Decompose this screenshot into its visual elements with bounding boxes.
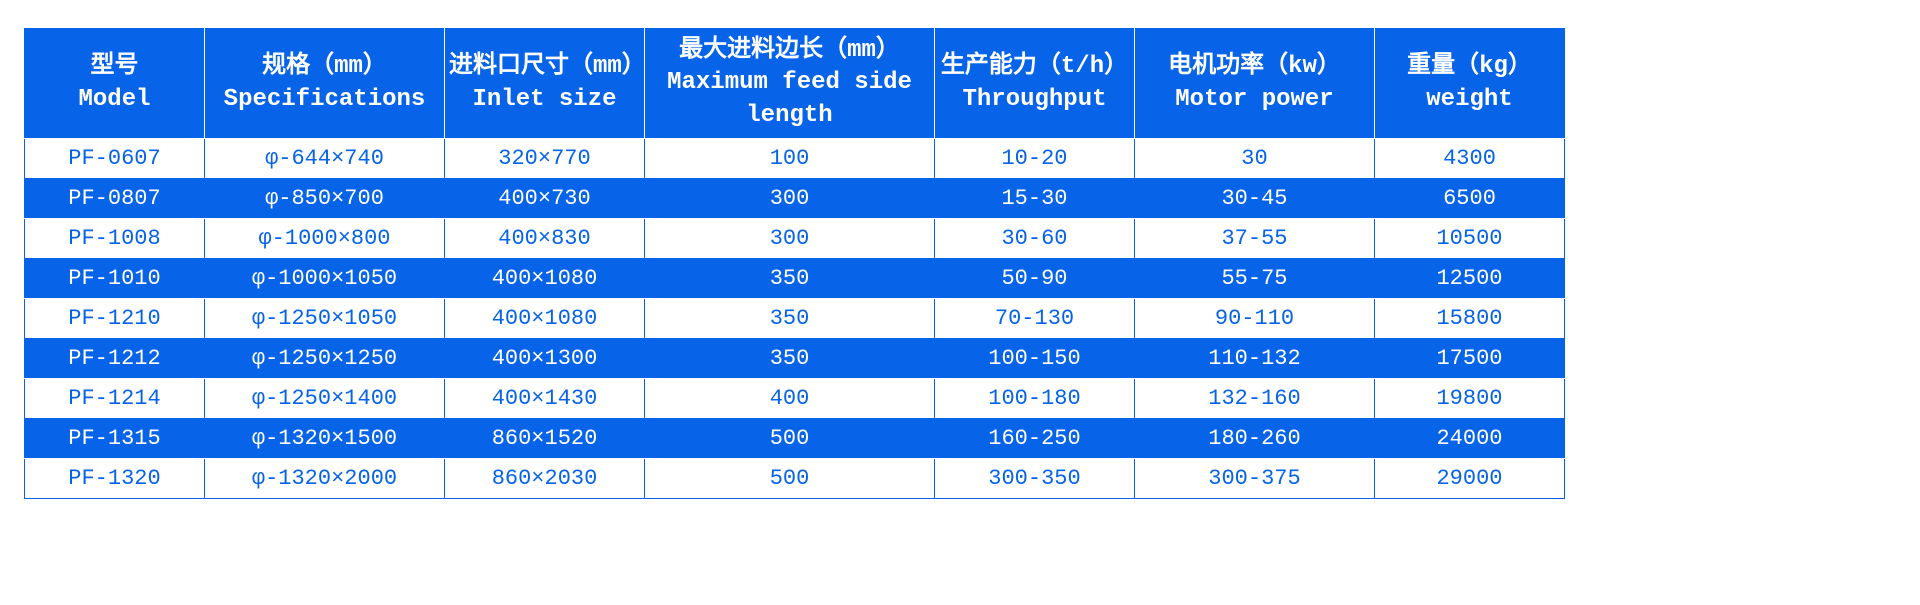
cell-spec: φ-1000×800 <box>205 219 445 259</box>
col-header-en: Throughput <box>939 84 1130 116</box>
cell-maxfeed: 350 <box>645 259 935 299</box>
cell-throughput: 10-20 <box>935 139 1135 179</box>
spec-table: 型号 Model 规格（mm） Specifications 进料口尺寸（mm）… <box>24 28 1565 499</box>
cell-maxfeed: 400 <box>645 379 935 419</box>
cell-weight: 4300 <box>1375 139 1565 179</box>
cell-weight: 6500 <box>1375 179 1565 219</box>
cell-maxfeed: 500 <box>645 419 935 459</box>
cell-weight: 15800 <box>1375 299 1565 339</box>
table-row: PF-1212 φ-1250×1250 400×1300 350 100-150… <box>25 339 1565 379</box>
cell-inlet: 860×2030 <box>445 459 645 499</box>
cell-weight: 19800 <box>1375 379 1565 419</box>
cell-spec: φ-1000×1050 <box>205 259 445 299</box>
cell-weight: 17500 <box>1375 339 1565 379</box>
cell-motor: 30 <box>1135 139 1375 179</box>
cell-model: PF-1010 <box>25 259 205 299</box>
cell-model: PF-1210 <box>25 299 205 339</box>
col-header-throughput: 生产能力（t/h） Throughput <box>935 29 1135 139</box>
cell-motor: 30-45 <box>1135 179 1375 219</box>
table-row: PF-0607 φ-644×740 320×770 100 10-20 30 4… <box>25 139 1565 179</box>
col-header-en: Motor power <box>1139 84 1370 116</box>
table-row: PF-0807 φ-850×700 400×730 300 15-30 30-4… <box>25 179 1565 219</box>
cell-weight: 24000 <box>1375 419 1565 459</box>
col-header-en: weight <box>1379 84 1560 116</box>
cell-spec: φ-1320×2000 <box>205 459 445 499</box>
col-header-cn: 生产能力（t/h） <box>939 51 1130 83</box>
col-header-en: Specifications <box>209 84 440 116</box>
cell-inlet: 320×770 <box>445 139 645 179</box>
cell-spec: φ-1250×1050 <box>205 299 445 339</box>
cell-throughput: 300-350 <box>935 459 1135 499</box>
cell-inlet: 400×1080 <box>445 259 645 299</box>
table-row: PF-1210 φ-1250×1050 400×1080 350 70-130 … <box>25 299 1565 339</box>
col-header-en: Inlet size <box>449 84 640 116</box>
cell-throughput: 160-250 <box>935 419 1135 459</box>
cell-inlet: 400×1080 <box>445 299 645 339</box>
col-header-cn: 最大进料边长（mm） <box>649 35 930 67</box>
cell-inlet: 400×1430 <box>445 379 645 419</box>
cell-maxfeed: 300 <box>645 179 935 219</box>
table-row: PF-1315 φ-1320×1500 860×1520 500 160-250… <box>25 419 1565 459</box>
cell-maxfeed: 350 <box>645 299 935 339</box>
cell-inlet: 860×1520 <box>445 419 645 459</box>
cell-model: PF-1008 <box>25 219 205 259</box>
cell-model: PF-1214 <box>25 379 205 419</box>
cell-throughput: 50-90 <box>935 259 1135 299</box>
cell-spec: φ-1320×1500 <box>205 419 445 459</box>
cell-throughput: 100-180 <box>935 379 1135 419</box>
cell-inlet: 400×830 <box>445 219 645 259</box>
cell-model: PF-0807 <box>25 179 205 219</box>
col-header-weight: 重量（kg） weight <box>1375 29 1565 139</box>
col-header-cn: 重量（kg） <box>1379 51 1560 83</box>
col-header-model: 型号 Model <box>25 29 205 139</box>
cell-maxfeed: 350 <box>645 339 935 379</box>
table-row: PF-1214 φ-1250×1400 400×1430 400 100-180… <box>25 379 1565 419</box>
cell-spec: φ-1250×1400 <box>205 379 445 419</box>
col-header-inlet: 进料口尺寸（mm） Inlet size <box>445 29 645 139</box>
cell-maxfeed: 500 <box>645 459 935 499</box>
col-header-maxfeed: 最大进料边长（mm） Maximum feed side length <box>645 29 935 139</box>
col-header-cn: 电机功率（kw） <box>1139 51 1370 83</box>
cell-motor: 132-160 <box>1135 379 1375 419</box>
cell-throughput: 70-130 <box>935 299 1135 339</box>
cell-spec: φ-1250×1250 <box>205 339 445 379</box>
table-row: PF-1320 φ-1320×2000 860×2030 500 300-350… <box>25 459 1565 499</box>
col-header-spec: 规格（mm） Specifications <box>205 29 445 139</box>
cell-inlet: 400×1300 <box>445 339 645 379</box>
cell-inlet: 400×730 <box>445 179 645 219</box>
col-header-cn: 型号 <box>29 51 200 83</box>
col-header-en: Maximum feed side length <box>649 67 930 132</box>
cell-maxfeed: 300 <box>645 219 935 259</box>
cell-maxfeed: 100 <box>645 139 935 179</box>
cell-motor: 37-55 <box>1135 219 1375 259</box>
cell-model: PF-1315 <box>25 419 205 459</box>
col-header-motor: 电机功率（kw） Motor power <box>1135 29 1375 139</box>
col-header-cn: 进料口尺寸（mm） <box>449 51 640 83</box>
cell-weight: 29000 <box>1375 459 1565 499</box>
table-body: PF-0607 φ-644×740 320×770 100 10-20 30 4… <box>25 139 1565 499</box>
cell-motor: 55-75 <box>1135 259 1375 299</box>
cell-weight: 10500 <box>1375 219 1565 259</box>
cell-motor: 110-132 <box>1135 339 1375 379</box>
cell-weight: 12500 <box>1375 259 1565 299</box>
cell-motor: 300-375 <box>1135 459 1375 499</box>
cell-throughput: 15-30 <box>935 179 1135 219</box>
cell-model: PF-0607 <box>25 139 205 179</box>
cell-throughput: 100-150 <box>935 339 1135 379</box>
cell-spec: φ-850×700 <box>205 179 445 219</box>
table-row: PF-1010 φ-1000×1050 400×1080 350 50-90 5… <box>25 259 1565 299</box>
table-row: PF-1008 φ-1000×800 400×830 300 30-60 37-… <box>25 219 1565 259</box>
cell-motor: 180-260 <box>1135 419 1375 459</box>
cell-model: PF-1320 <box>25 459 205 499</box>
cell-motor: 90-110 <box>1135 299 1375 339</box>
cell-throughput: 30-60 <box>935 219 1135 259</box>
col-header-cn: 规格（mm） <box>209 51 440 83</box>
col-header-en: Model <box>29 84 200 116</box>
table-header: 型号 Model 规格（mm） Specifications 进料口尺寸（mm）… <box>25 29 1565 139</box>
cell-spec: φ-644×740 <box>205 139 445 179</box>
cell-model: PF-1212 <box>25 339 205 379</box>
